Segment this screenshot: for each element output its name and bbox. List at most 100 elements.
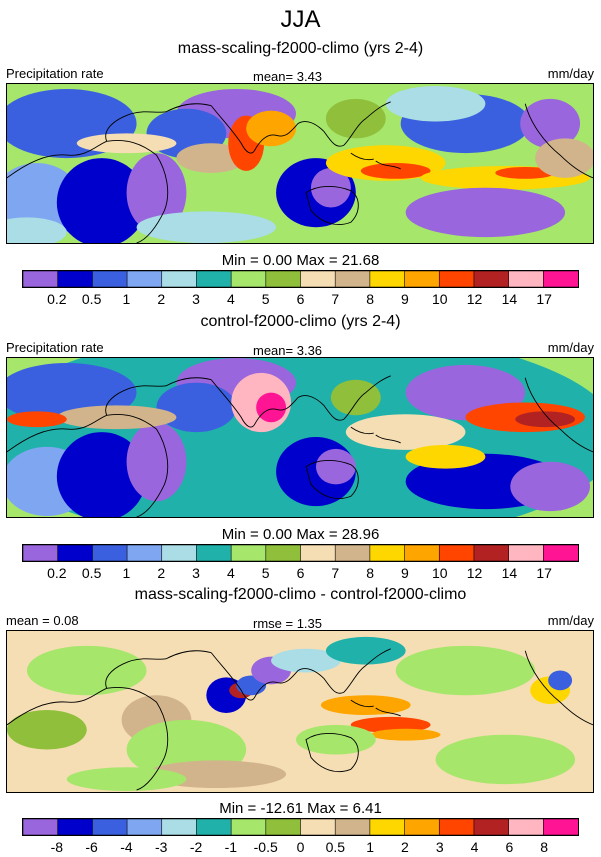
panel1-colorbar-ticks: 0.2 0.5 1 2 3 4 5 6 7 8 9 10 12 14 17 <box>22 291 579 309</box>
colorbar-tick-label: 5 <box>261 291 270 307</box>
field-contour <box>136 211 277 243</box>
colorbar-tick-label: 6 <box>296 291 305 307</box>
colorbar-bin <box>230 271 267 287</box>
colorbar-tick-label: 8 <box>366 565 375 581</box>
panel1-colorbar <box>22 270 579 288</box>
field-contour <box>370 728 441 741</box>
colorbar-tick-label: 12 <box>466 565 483 581</box>
coastline <box>105 377 212 416</box>
coastline <box>7 687 169 791</box>
colorbar-bin <box>369 545 406 561</box>
colorbar-tick-label: 0 <box>296 839 305 855</box>
colorbar-bin <box>161 271 198 287</box>
colorbar-tick-label: 2 <box>157 565 166 581</box>
colorbar-tick-label: 1 <box>366 839 375 855</box>
field-contour <box>405 187 566 238</box>
panel3-colorbar <box>22 818 579 836</box>
coastline <box>253 668 325 699</box>
field-contour <box>256 392 287 423</box>
colorbar-bin <box>196 819 233 835</box>
colorbar-tick-label: 1 <box>122 291 131 307</box>
colorbar-bin <box>334 271 371 287</box>
field-contour <box>510 461 591 512</box>
colorbar-tick-label: 4 <box>470 839 479 855</box>
colorbar-tick-label: 17 <box>536 291 552 307</box>
field-contour <box>320 695 411 715</box>
colorbar-bin <box>92 271 128 287</box>
panel1-left-label: Precipitation rate <box>6 66 104 81</box>
panel2-units: mm/day <box>547 340 594 355</box>
colorbar-tick-label: 2 <box>401 839 409 855</box>
colorbar-bin <box>196 545 233 561</box>
figure-title: JJA <box>280 6 321 33</box>
field-contour <box>495 166 556 179</box>
field-contour <box>520 98 581 149</box>
colorbar-tick-label: 14 <box>501 291 518 307</box>
panel1-center-label: mean= 3.43 <box>253 69 323 84</box>
colorbar-tick-label: -4 <box>120 839 133 855</box>
panel1-stats: Min = 0.00 Max = 21.68 <box>221 252 380 269</box>
colorbar-tick-label: 9 <box>401 565 409 581</box>
coastline <box>350 426 374 435</box>
panel2-stats: Min = 0.00 Max = 28.96 <box>221 526 380 543</box>
coastline <box>323 375 391 421</box>
panel1-map-field <box>7 84 593 243</box>
panel3-units: mm/day <box>547 613 594 628</box>
field-contour <box>246 110 297 147</box>
colorbar-bin <box>508 819 545 835</box>
colorbar-tick-label: 0.5 <box>325 839 346 855</box>
panel2-colorbar-ticks: 0.2 0.5 1 2 3 4 5 6 7 8 9 10 12 14 17 <box>22 565 579 583</box>
colorbar-tick-label: 0.5 <box>81 291 102 307</box>
colorbar-tick-label: 1 <box>122 565 131 581</box>
colorbar-bin <box>230 819 267 835</box>
colorbar-bin <box>543 545 578 561</box>
field-contour <box>350 716 431 733</box>
colorbar-tick-label: 10 <box>431 291 448 307</box>
field-contour <box>395 645 536 696</box>
colorbar-tick-label: 8 <box>366 291 375 307</box>
panel1-title: mass-scaling-f2000-climo (yrs 2-4) <box>177 40 424 57</box>
colorbar-tick-label: 4 <box>226 565 235 581</box>
field-contour <box>435 734 576 785</box>
colorbar-bin <box>57 271 94 287</box>
colorbar-bin <box>543 819 578 835</box>
colorbar-tick-label: 7 <box>331 565 340 581</box>
coastline <box>305 460 359 500</box>
panel3-left-label: mean = 0.08 <box>6 613 79 628</box>
colorbar-bin <box>300 271 337 287</box>
colorbar-bin <box>334 545 371 561</box>
panel2-left-label: Precipitation rate <box>6 340 104 355</box>
panel3-map <box>6 630 594 793</box>
field-contour <box>360 163 431 179</box>
field-contour <box>315 448 356 485</box>
coastline <box>323 101 391 147</box>
colorbar-bin <box>126 271 163 287</box>
field-contour <box>325 98 386 139</box>
coastline <box>105 103 212 142</box>
coastline <box>253 395 325 426</box>
panel1-map <box>6 83 594 244</box>
colorbar-tick-label: 12 <box>466 291 483 307</box>
colorbar-tick-label: 3 <box>192 565 200 581</box>
coastline <box>305 733 359 773</box>
colorbar-tick-label: 9 <box>401 291 409 307</box>
field-contour <box>385 85 486 122</box>
coastline <box>375 707 401 717</box>
colorbar-tick-label: 14 <box>501 565 518 581</box>
colorbar-tick-label: 4 <box>226 291 235 307</box>
colorbar-bin <box>196 271 233 287</box>
colorbar-tick-label: 2 <box>157 291 166 307</box>
colorbar-bin <box>265 545 302 561</box>
field-contour <box>345 414 466 450</box>
colorbar-tick-label: 0.5 <box>81 565 102 581</box>
field-contour <box>26 645 147 696</box>
field-contour <box>7 411 67 428</box>
colorbar-bin <box>334 819 371 835</box>
colorbar-bin <box>369 819 406 835</box>
colorbar-tick-label: 7 <box>331 291 340 307</box>
coastline <box>350 152 374 161</box>
colorbar-tick-label: 17 <box>536 565 552 581</box>
coastline <box>210 105 255 154</box>
colorbar-bin <box>438 545 475 561</box>
panel2-center-label: mean= 3.36 <box>253 343 323 358</box>
